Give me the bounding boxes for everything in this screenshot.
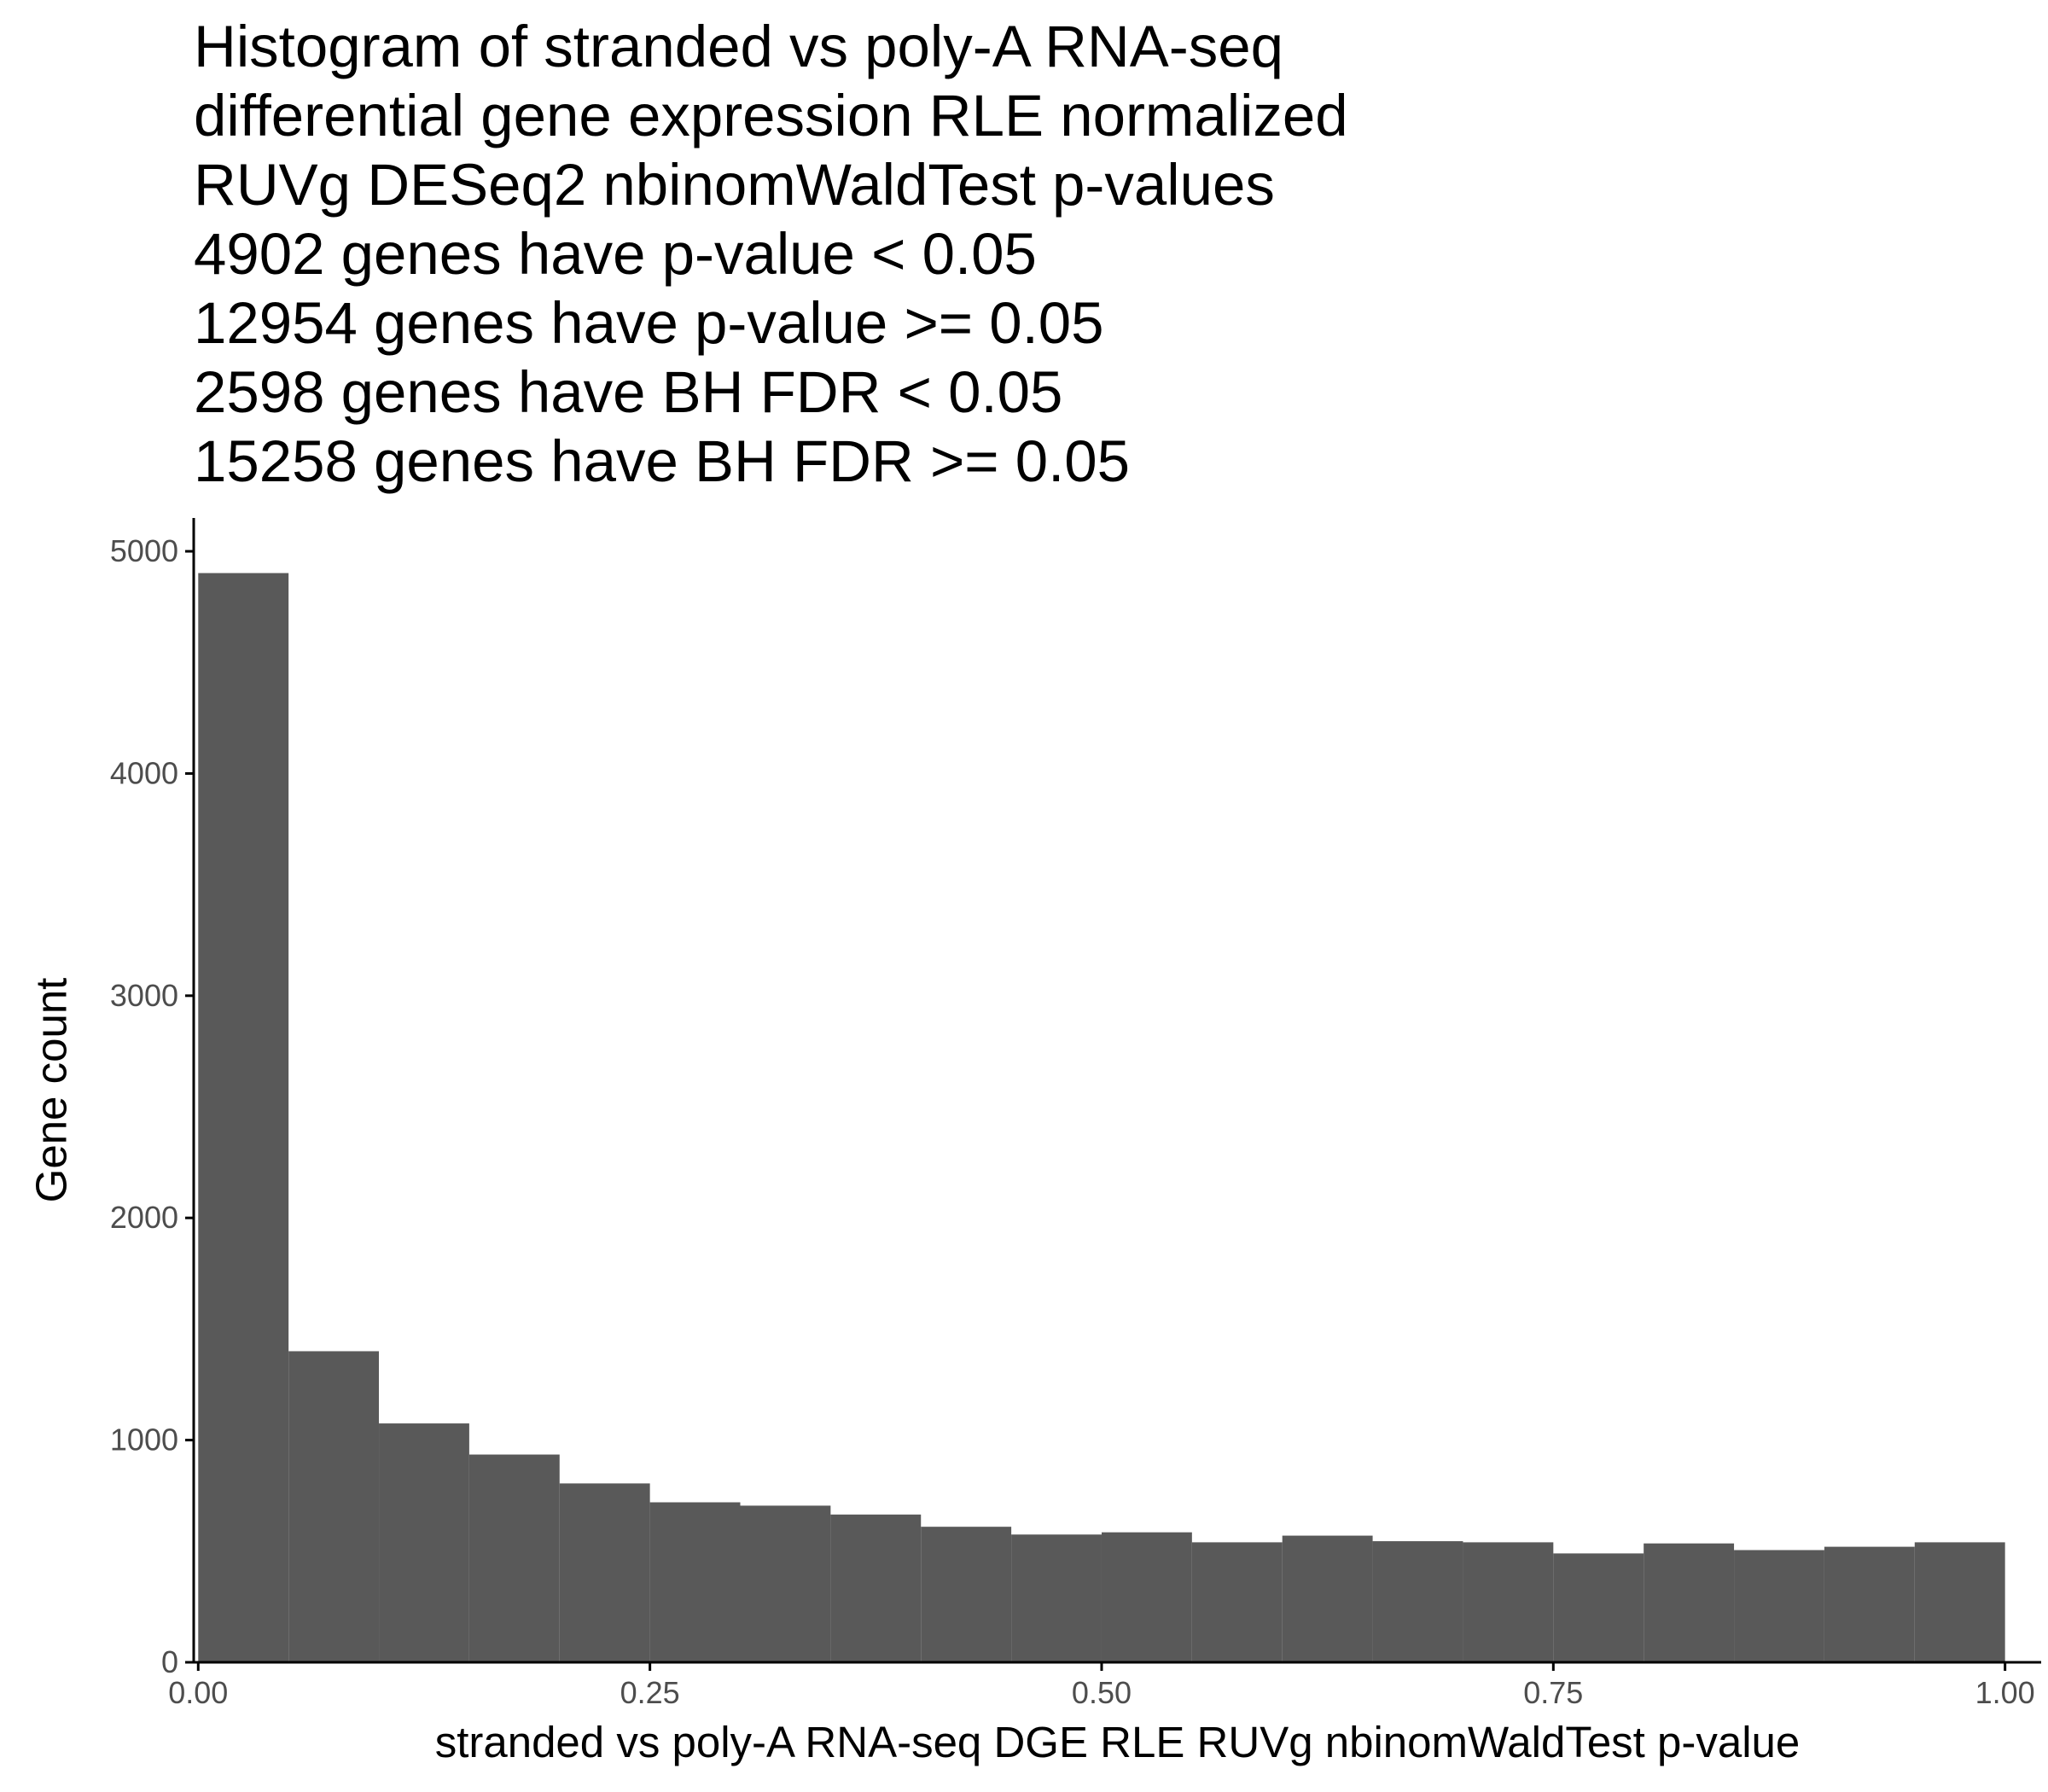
x-tick-label: 0.00 bbox=[168, 1675, 228, 1710]
x-tick-label: 0.50 bbox=[1072, 1675, 1132, 1710]
chart-title: Histogram of stranded vs poly-A RNA-seq … bbox=[194, 12, 1348, 496]
histogram-bar-2 bbox=[288, 1351, 380, 1662]
histogram-bar-15 bbox=[1463, 1542, 1554, 1662]
y-tick-label: 2000 bbox=[110, 1200, 178, 1235]
histogram-bar-1 bbox=[198, 573, 289, 1662]
title-line-7: 15258 genes have BH FDR >= 0.05 bbox=[194, 428, 1131, 494]
y-tick-label: 5000 bbox=[110, 533, 178, 568]
histogram-bar-16 bbox=[1553, 1553, 1644, 1662]
title-line-2: differential gene expression RLE normali… bbox=[194, 83, 1348, 148]
histogram-bar-14 bbox=[1372, 1541, 1463, 1662]
histogram-bar-20 bbox=[1914, 1542, 2005, 1662]
histogram-bar-9 bbox=[921, 1527, 1012, 1662]
y-axis-title: Gene count bbox=[26, 978, 75, 1203]
histogram-bar-4 bbox=[468, 1454, 560, 1662]
histogram-bar-13 bbox=[1282, 1535, 1373, 1662]
histogram-bar-8 bbox=[830, 1514, 922, 1662]
y-tick-label: 3000 bbox=[110, 978, 178, 1013]
histogram-bar-11 bbox=[1101, 1532, 1192, 1662]
title-line-1: Histogram of stranded vs poly-A RNA-seq bbox=[194, 14, 1284, 79]
histogram-bar-10 bbox=[1011, 1534, 1102, 1662]
title-line-6: 2598 genes have BH FDR < 0.05 bbox=[194, 359, 1063, 425]
y-tick-label: 1000 bbox=[110, 1423, 178, 1457]
histogram-bar-3 bbox=[379, 1423, 469, 1662]
histogram-bar-7 bbox=[740, 1505, 831, 1662]
title-line-4: 4902 genes have p-value < 0.05 bbox=[194, 221, 1037, 287]
y-tick-label: 4000 bbox=[110, 755, 178, 790]
y-tick-label: 0 bbox=[161, 1644, 178, 1679]
histogram-bar-6 bbox=[649, 1502, 741, 1662]
y-axis-ticks: 0 1000 2000 3000 4000 5000 bbox=[110, 533, 194, 1679]
histogram-bar-17 bbox=[1644, 1543, 1735, 1662]
x-tick-label: 1.00 bbox=[1975, 1675, 2035, 1710]
title-line-3: RUVg DESeq2 nbinomWaldTest p-values bbox=[194, 152, 1275, 218]
histogram-bar-5 bbox=[559, 1483, 650, 1662]
histogram-bar-18 bbox=[1734, 1550, 1824, 1662]
histogram-bar-19 bbox=[1824, 1546, 1915, 1662]
x-axis-title: stranded vs poly-A RNA-seq DGE RLE RUVg … bbox=[435, 1718, 1801, 1766]
x-tick-label: 0.25 bbox=[620, 1675, 680, 1710]
x-tick-label: 0.75 bbox=[1523, 1675, 1583, 1710]
histogram-bars bbox=[198, 573, 2005, 1662]
histogram-bar-12 bbox=[1191, 1542, 1283, 1662]
title-line-5: 12954 genes have p-value >= 0.05 bbox=[194, 290, 1104, 356]
x-axis-ticks: 0.00 0.25 0.50 0.75 1.00 bbox=[168, 1662, 2035, 1710]
